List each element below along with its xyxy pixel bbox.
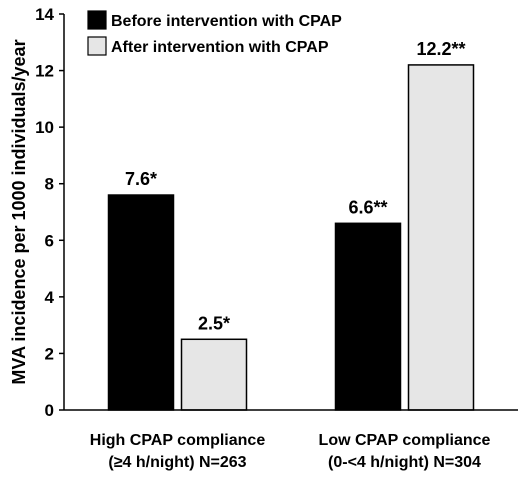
y-tick-label: 6 [45, 231, 54, 250]
y-tick-label: 14 [35, 5, 54, 24]
y-tick-label: 8 [45, 175, 54, 194]
bar [407, 64, 475, 411]
data-label: 2.5* [198, 313, 230, 333]
x-category-label: (≥4 h/night) N=263 [108, 454, 246, 471]
x-category-label: (0-<4 h/night) N=304 [328, 454, 481, 471]
bar [180, 338, 248, 411]
y-axis-title: MVA incidence per 1000 individuals/year [9, 39, 29, 384]
y-tick-label: 4 [45, 288, 55, 307]
x-category-label: Low CPAP compliance [319, 432, 491, 449]
y-tick-label: 0 [45, 401, 54, 420]
bars: 7.6* 2.5* 6.6** 12.2** [107, 39, 475, 411]
legend: Before intervention with CPAP After inter… [87, 10, 342, 56]
y-tick-label: 2 [45, 344, 54, 363]
legend-swatch [87, 10, 107, 30]
data-label: 7.6* [125, 169, 157, 189]
legend-swatch [87, 36, 107, 56]
x-axis: High CPAP compliance (≥4 h/night) N=263 Lo… [64, 409, 518, 471]
data-label: 6.6** [348, 197, 387, 217]
bar [334, 222, 402, 411]
y-axis: 0 2 4 6 8 10 12 14 MVA incidence per 1000 indivi… [9, 5, 65, 420]
x-category-label: High CPAP compliance [90, 432, 266, 449]
legend-label: Before intervention with CPAP [111, 13, 342, 30]
data-label: 12.2** [416, 39, 465, 59]
bar [107, 194, 175, 411]
y-tick-label: 10 [35, 118, 54, 137]
legend-label: After intervention with CPAP [111, 39, 329, 56]
y-tick-label: 12 [35, 62, 54, 81]
